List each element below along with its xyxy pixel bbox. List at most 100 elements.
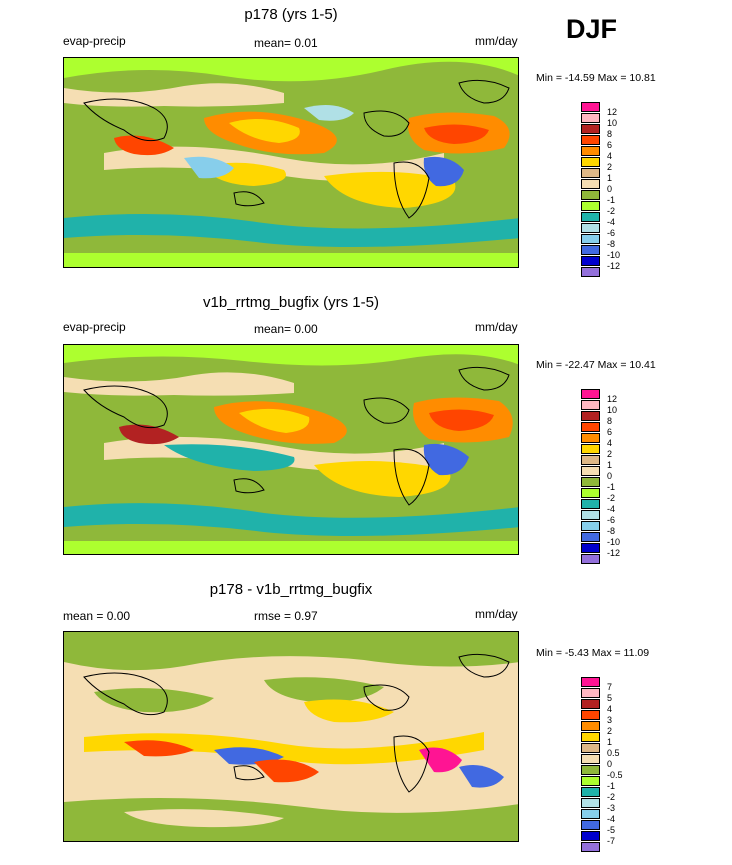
colorbar-swatch [581, 499, 600, 509]
colorbar-label: 8 [607, 129, 613, 139]
colorbar-swatch [581, 820, 600, 830]
colorbar-label: 6 [607, 427, 613, 437]
colorbar-label: -1 [607, 195, 616, 205]
colorbar-swatch [581, 157, 600, 167]
colorbar-label: 0.5 [607, 748, 620, 758]
panel-3-title: p178 - v1b_rrtmg_bugfix [209, 581, 373, 598]
colorbar-swatch [581, 389, 600, 399]
colorbar-label: -12 [607, 548, 621, 558]
colorbar-swatch [581, 113, 600, 123]
colorbar-swatch [581, 411, 600, 421]
colorbar-swatch [581, 699, 600, 709]
colorbar-swatch [581, 842, 600, 852]
panel-2-mean-label: mean= 0.00 [254, 322, 318, 336]
colorbar-label: -7 [607, 836, 616, 846]
colorbar-label: -0.5 [607, 770, 623, 780]
colorbar-label: 0 [607, 471, 613, 481]
panel-2-map-field [64, 345, 518, 554]
panel-3-units-label: mm/day [475, 607, 518, 621]
colorbar-swatch [581, 809, 600, 819]
colorbar-swatch [581, 223, 600, 233]
colorbar-label: 0 [607, 759, 613, 769]
colorbar-label: -10 [607, 250, 621, 260]
colorbar-swatch [581, 256, 600, 266]
panel-1-map [63, 57, 519, 268]
colorbar-swatch [581, 688, 600, 698]
colorbar-swatch [581, 455, 600, 465]
colorbar-swatch [581, 532, 600, 542]
panel-1-units-label: mm/day [475, 34, 518, 48]
panel-3-rmse-label: rmse = 0.97 [254, 609, 318, 623]
colorbar-label: 10 [607, 118, 618, 128]
colorbar-swatch [581, 190, 600, 200]
colorbar-label: -5 [607, 825, 616, 835]
colorbar-label: -2 [607, 792, 616, 802]
colorbar-swatch [581, 267, 600, 277]
panel-2-minmax: Min = -22.47 Max = 10.41 [536, 359, 656, 371]
panel-3-minmax: Min = -5.43 Max = 11.09 [536, 647, 650, 659]
colorbar-swatch [581, 179, 600, 189]
colorbar-label: 8 [607, 416, 613, 426]
panel-1-minmax: Min = -14.59 Max = 10.81 [536, 72, 656, 84]
colorbar-swatch [581, 146, 600, 156]
colorbar-label: 4 [607, 151, 613, 161]
colorbar-label: -8 [607, 526, 616, 536]
season-label: DJF [566, 14, 618, 44]
colorbar-label: 6 [607, 140, 613, 150]
colorbar-label: -3 [607, 803, 616, 813]
panel-1-mean-label: mean= 0.01 [254, 36, 318, 50]
panel-3-mean-label: mean = 0.00 [63, 609, 131, 623]
colorbar-label: -12 [607, 261, 621, 271]
colorbar-label: -1 [607, 482, 616, 492]
colorbar-swatch [581, 798, 600, 808]
colorbar-label: -6 [607, 515, 616, 525]
colorbar-swatch [581, 787, 600, 797]
colorbar-label: 1 [607, 460, 613, 470]
colorbar-swatch [581, 422, 600, 432]
colorbar-swatch [581, 135, 600, 145]
colorbar-swatch [581, 124, 600, 134]
colorbar-swatch [581, 102, 600, 112]
colorbar-label: 2 [607, 726, 613, 736]
colorbar-label: 2 [607, 162, 613, 172]
colorbar-label: 10 [607, 405, 618, 415]
panel-2-units-label: mm/day [475, 320, 518, 334]
colorbar-label: -1 [607, 781, 616, 791]
colorbar-label: 3 [607, 715, 613, 725]
colorbar-swatch [581, 245, 600, 255]
colorbar-label: 0 [607, 184, 613, 194]
colorbar-swatch [581, 444, 600, 454]
colorbar-label: -10 [607, 537, 621, 547]
colorbar-swatch [581, 168, 600, 178]
colorbar-label: -2 [607, 206, 616, 216]
colorbar-swatch [581, 543, 600, 553]
panel-2-variable-label: evap-precip [63, 320, 126, 334]
colorbar-swatch [581, 554, 600, 564]
colorbar-label: 7 [607, 682, 613, 692]
colorbar-label: -4 [607, 217, 616, 227]
colorbar-swatch [581, 433, 600, 443]
colorbar-swatch [581, 732, 600, 742]
colorbar-label: -4 [607, 814, 616, 824]
panel-1-map-field [64, 58, 518, 267]
panel-1-variable-label: evap-precip [63, 34, 126, 48]
panel-2-map [63, 344, 519, 555]
panel-1-title: p178 (yrs 1-5) [244, 6, 338, 23]
colorbar-label: -6 [607, 228, 616, 238]
colorbar-swatch [581, 831, 600, 841]
colorbar-label: 12 [607, 107, 618, 117]
colorbar-label: 5 [607, 693, 613, 703]
colorbar-swatch [581, 765, 600, 775]
colorbar-swatch [581, 510, 600, 520]
colorbar-swatch [581, 521, 600, 531]
colorbar-swatch [581, 466, 600, 476]
colorbar-label: 1 [607, 737, 613, 747]
colorbar-label: -8 [607, 239, 616, 249]
colorbar-label: -4 [607, 504, 616, 514]
colorbar-swatch [581, 710, 600, 720]
colorbar-swatch [581, 400, 600, 410]
colorbar-label: 4 [607, 438, 613, 448]
colorbar-swatch [581, 721, 600, 731]
colorbar-label: -2 [607, 493, 616, 503]
colorbar-label: 4 [607, 704, 613, 714]
